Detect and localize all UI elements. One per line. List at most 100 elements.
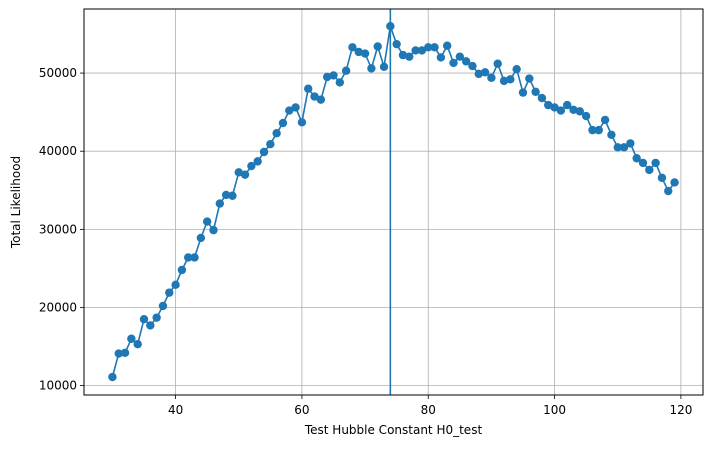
y-tick-label: 50000 <box>39 66 77 80</box>
data-point <box>247 161 256 171</box>
data-point <box>266 139 275 149</box>
data-point <box>190 253 199 262</box>
data-point <box>278 118 288 128</box>
data-point <box>664 186 673 196</box>
data-point <box>146 321 155 330</box>
data-point <box>297 118 307 127</box>
data-point <box>562 100 572 110</box>
data-point <box>518 88 528 97</box>
data-point <box>120 348 130 358</box>
data-point <box>272 129 281 138</box>
data-point <box>405 52 414 61</box>
x-tick-label: 100 <box>543 403 566 417</box>
data-point <box>670 178 679 187</box>
data-point <box>619 143 629 152</box>
data-point <box>531 87 540 97</box>
data-point <box>607 130 616 140</box>
data-point <box>594 125 603 135</box>
data-point <box>575 107 585 116</box>
data-point <box>310 92 319 101</box>
y-tick-label: 30000 <box>39 222 77 236</box>
y-tick-label: 40000 <box>39 144 77 158</box>
data-point <box>259 147 269 157</box>
data-point <box>474 69 483 79</box>
data-point <box>581 111 591 121</box>
plot-frame <box>83 8 704 396</box>
x-tick-label: 80 <box>421 403 436 417</box>
series-layer <box>108 21 679 382</box>
data-point <box>158 301 168 311</box>
data-point <box>417 46 427 55</box>
data-point <box>202 217 212 226</box>
data-point <box>367 64 376 73</box>
data-point <box>525 74 534 83</box>
data-point <box>152 313 161 322</box>
data-point <box>632 154 641 163</box>
data-point <box>221 190 231 200</box>
data-point <box>424 43 433 52</box>
data-point <box>392 39 401 49</box>
data-point <box>487 73 496 82</box>
data-point <box>442 41 452 50</box>
x-tick-label: 60 <box>294 403 309 417</box>
data-point <box>177 265 187 275</box>
data-point <box>493 59 502 68</box>
y-tick-label: 20000 <box>39 300 77 314</box>
y-axis: 10000 20000 30000 40000 50000 <box>39 66 84 393</box>
data-point <box>512 64 521 74</box>
data-point <box>184 253 193 262</box>
data-point <box>253 157 262 166</box>
data-point <box>285 106 294 115</box>
data-point <box>215 199 225 208</box>
data-point <box>341 66 351 75</box>
data-point <box>209 225 218 235</box>
data-point <box>569 105 578 114</box>
series-line <box>111 25 676 378</box>
data-point <box>240 170 250 179</box>
x-axis: 40 60 80 100 120 <box>168 395 692 417</box>
data-point <box>436 53 446 62</box>
data-point <box>600 115 610 125</box>
y-axis-label: Total Likelihood <box>9 156 23 249</box>
data-point <box>386 21 395 31</box>
data-point <box>114 349 123 358</box>
data-point <box>348 43 357 52</box>
data-point <box>537 93 547 103</box>
data-point <box>638 158 648 168</box>
data-point <box>329 71 338 80</box>
data-point <box>651 158 660 168</box>
data-point <box>455 52 465 61</box>
data-point <box>335 78 345 87</box>
data-point <box>430 43 439 52</box>
data-point <box>360 49 370 58</box>
x-tick-label: 40 <box>168 403 183 417</box>
data-point <box>613 143 622 152</box>
x-axis-label: Test Hubble Constant H0_test <box>304 423 483 437</box>
data-point <box>108 372 117 382</box>
data-point <box>133 340 142 349</box>
data-point <box>588 125 597 135</box>
data-point <box>411 46 420 55</box>
data-point <box>556 106 566 115</box>
data-point <box>550 103 559 112</box>
data-point <box>461 57 471 66</box>
data-point <box>449 58 458 68</box>
data-point <box>499 76 509 86</box>
data-point <box>171 280 180 290</box>
data-point <box>234 168 243 177</box>
data-point <box>165 288 174 297</box>
data-point <box>645 165 654 175</box>
grid-layer <box>84 9 703 395</box>
x-tick-label: 120 <box>669 403 692 417</box>
data-point <box>304 84 313 93</box>
data-point <box>480 68 490 77</box>
data-point <box>626 139 635 148</box>
data-point <box>127 334 136 343</box>
data-point <box>468 61 477 71</box>
data-point <box>506 75 515 84</box>
data-point <box>379 62 389 72</box>
data-point <box>322 72 332 82</box>
data-point <box>196 233 206 243</box>
